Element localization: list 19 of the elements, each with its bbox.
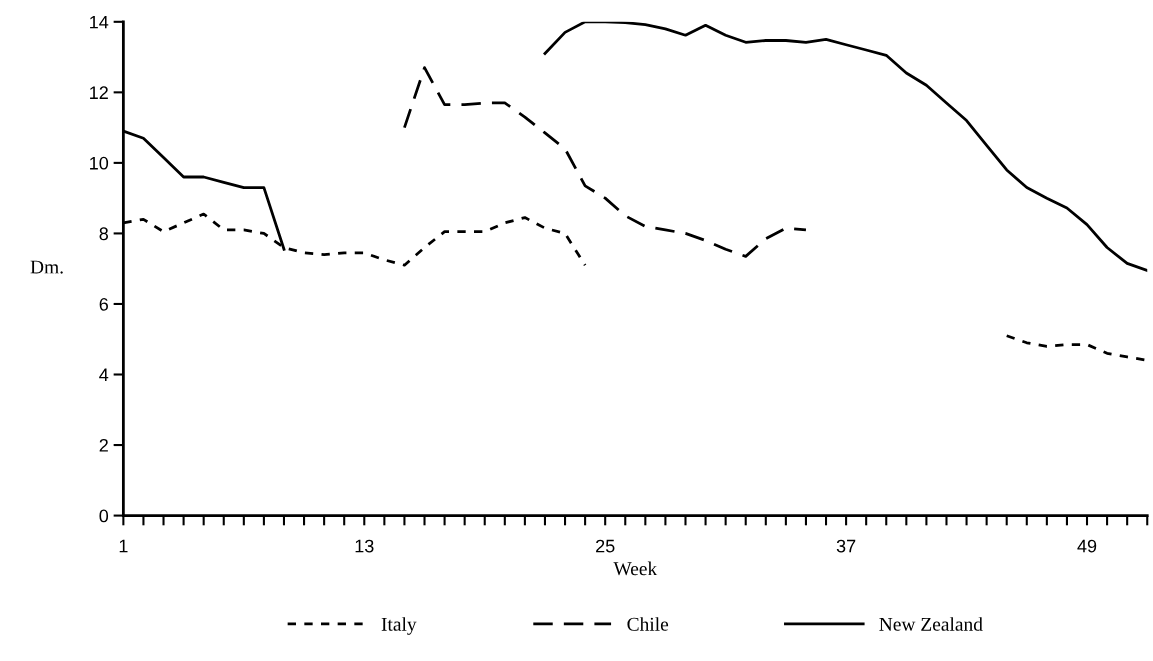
- x-axis-title: Week: [613, 561, 658, 576]
- legend-label: New Zealand: [879, 617, 983, 631]
- y-tick-label: 14: [90, 15, 109, 29]
- x-tick-label: 49: [1077, 539, 1097, 553]
- line-series: [403, 66, 808, 258]
- x-tick-label: 13: [355, 539, 374, 553]
- y-tick-label: 4: [99, 368, 109, 382]
- y-tick-label: 12: [90, 86, 108, 99]
- y-tick-label: 10: [90, 156, 109, 170]
- x-tick-label: 1: [119, 539, 128, 553]
- y-tick-label: 8: [99, 227, 108, 241]
- x-tick-label: 25: [596, 539, 615, 553]
- legend-label: Chile: [627, 617, 669, 631]
- x-tick-label: 37: [836, 539, 856, 553]
- y-tick-label: 2: [99, 438, 108, 452]
- legend-label: Italy: [381, 617, 417, 635]
- y-tick-label: 0: [99, 509, 109, 523]
- y-axis-title: Dm.: [30, 260, 63, 274]
- y-tick-label: 6: [99, 297, 108, 311]
